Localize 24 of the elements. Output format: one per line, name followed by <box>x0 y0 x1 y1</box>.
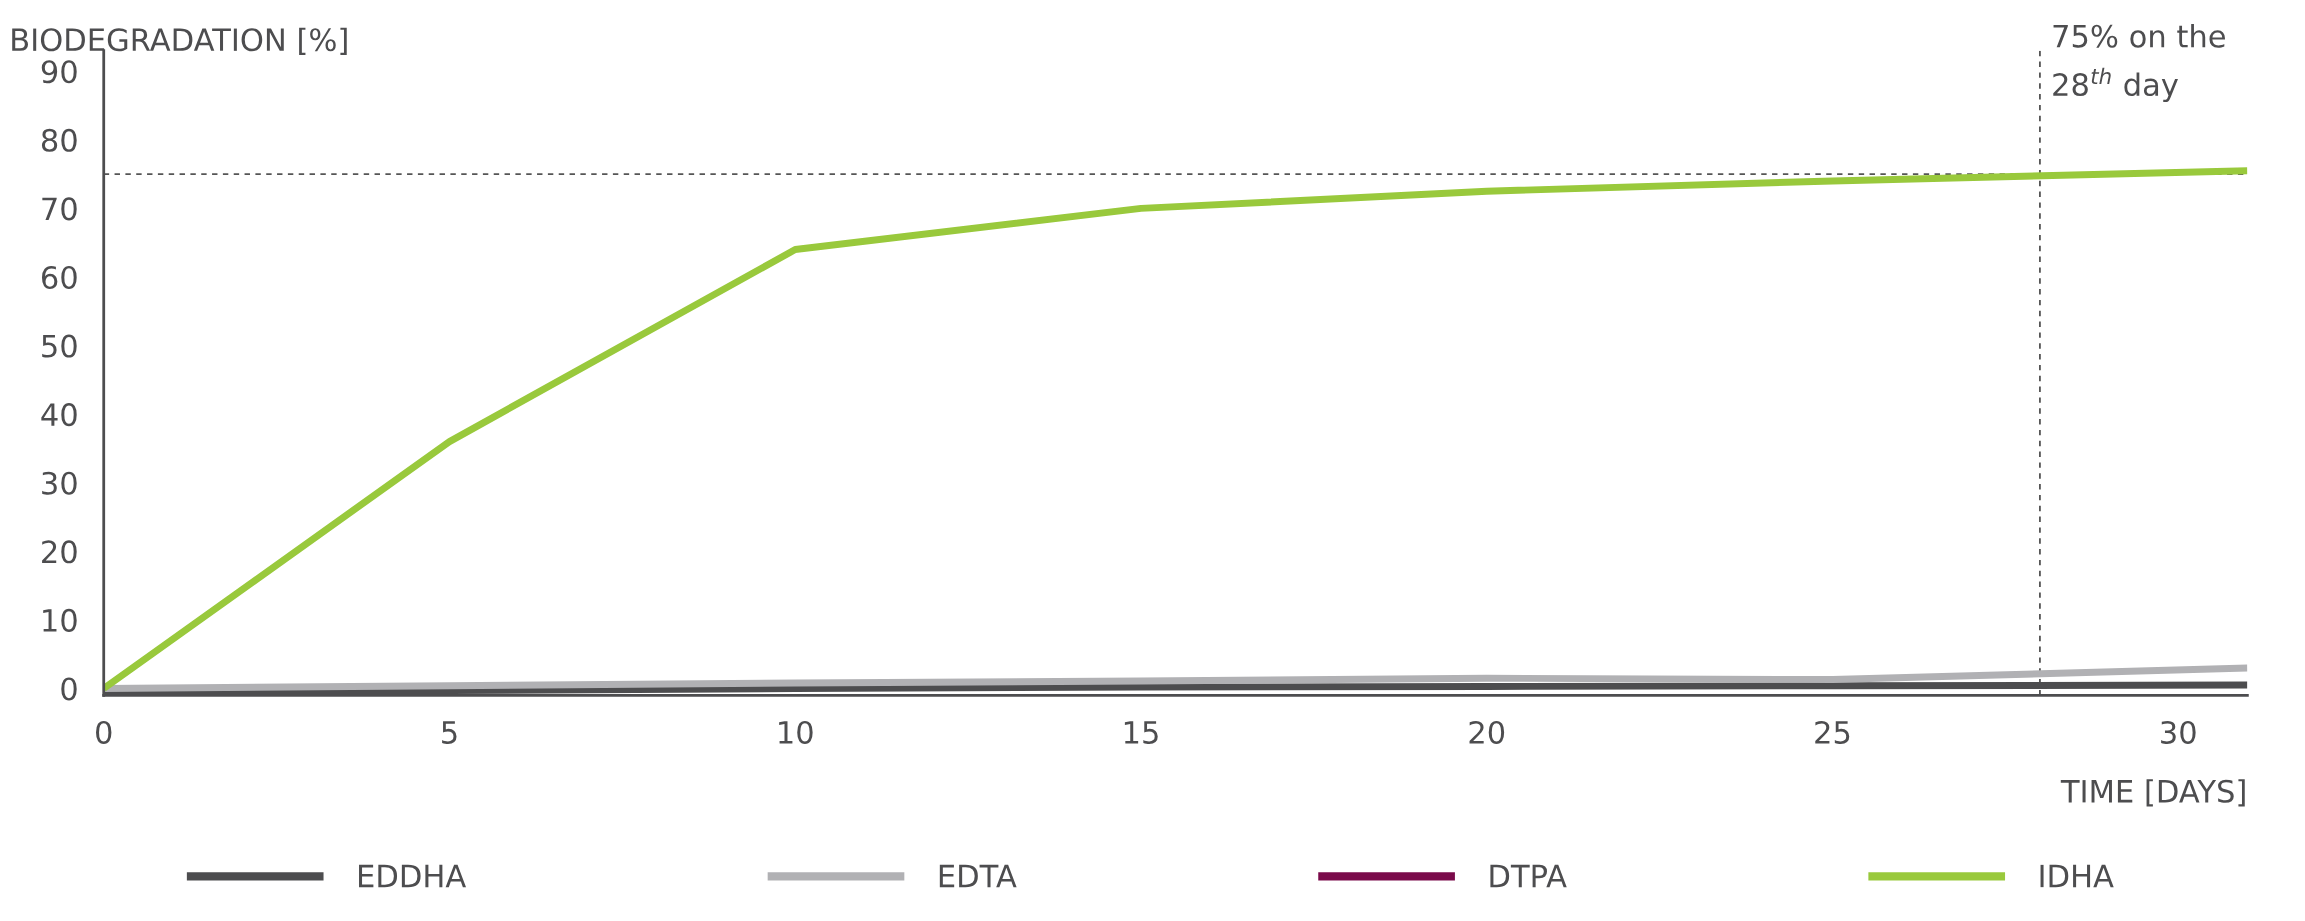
legend-label: DTPA <box>1490 864 1567 888</box>
x-tick-label: 0 <box>96 720 112 745</box>
y-tick-label: 10 <box>43 608 77 632</box>
y-tick-label: 50 <box>42 334 77 358</box>
x-tick-label: 10 <box>779 720 813 745</box>
y-tick-label: 90 <box>41 60 77 84</box>
x-tick-label: 15 <box>1124 721 1158 745</box>
legend-label: IDHA <box>2040 864 2114 888</box>
legend-label: EDDHA <box>359 864 467 888</box>
x-tick-label: 20 <box>1469 720 1505 745</box>
y-tick-label: 0 <box>61 677 77 701</box>
y-tick-label: 80 <box>41 128 77 152</box>
y-tick-label: 40 <box>41 403 77 427</box>
y-tick-label: 70 <box>42 197 77 221</box>
x-axis-title: TIME [DAYS] <box>2060 779 2245 807</box>
x-tick-label: 30 <box>2161 720 2196 745</box>
y-tick-label: 30 <box>42 471 77 495</box>
x-tick-label: 25 <box>1815 720 1850 745</box>
y-tick-label: 20 <box>42 540 77 564</box>
y-axis-title: BIODEGRADATION [%] <box>12 27 347 55</box>
y-tick-label: 60 <box>41 265 77 290</box>
x-tick-label: 5 <box>442 721 457 745</box>
legend-label: EDTA <box>939 864 1017 888</box>
annotation: 75% on the 28$^{th}$ day <box>2053 24 2225 103</box>
